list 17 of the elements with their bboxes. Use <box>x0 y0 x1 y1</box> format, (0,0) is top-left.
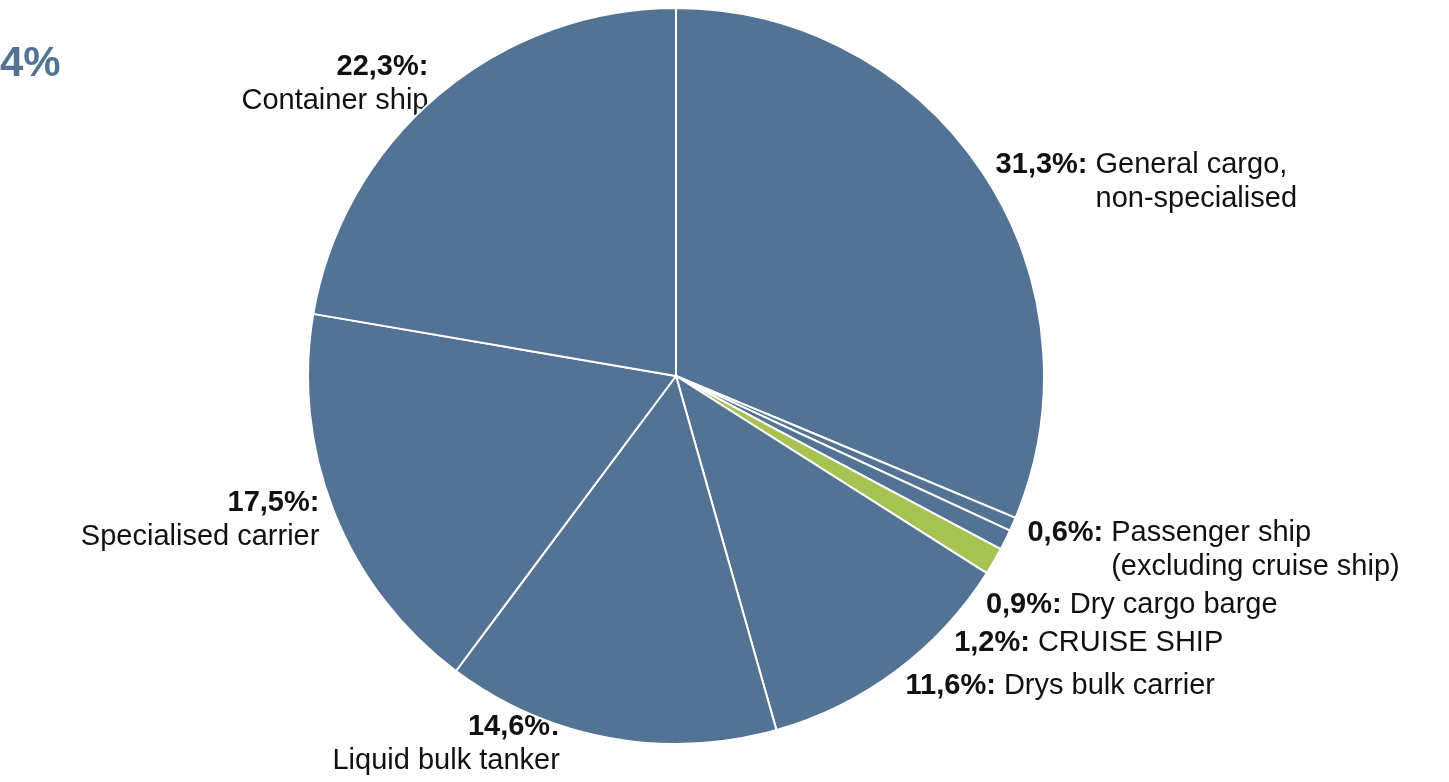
data-label: 1,2%: <box>954 624 1030 657</box>
data-label: 22,3%: <box>336 49 429 82</box>
slice-label: Liquid bulk tanker <box>332 743 561 775</box>
slice-label: Container ship <box>241 83 429 116</box>
data-label: 0,6%: <box>1027 514 1104 547</box>
slice-label: Specialised carrier <box>80 519 320 552</box>
data-label: 17,5%: <box>227 485 320 518</box>
data-label: 14,6%: <box>467 709 560 741</box>
slice-label: General cargo, non-specialised <box>1095 147 1298 214</box>
data-label: 31,3%: <box>995 147 1088 180</box>
data-label: 11,6%: <box>905 667 996 700</box>
data-label: 0,9%: <box>985 586 1062 619</box>
slice-label: Passenger ship (excluding cruise ship) <box>1111 514 1400 581</box>
text: 4% <box>0 37 61 85</box>
slice-label: CRUISE SHIP <box>1037 624 1224 657</box>
slice-label: Dry cargo barge <box>1069 586 1278 619</box>
slice-label: Drys bulk carrier <box>1003 667 1216 700</box>
